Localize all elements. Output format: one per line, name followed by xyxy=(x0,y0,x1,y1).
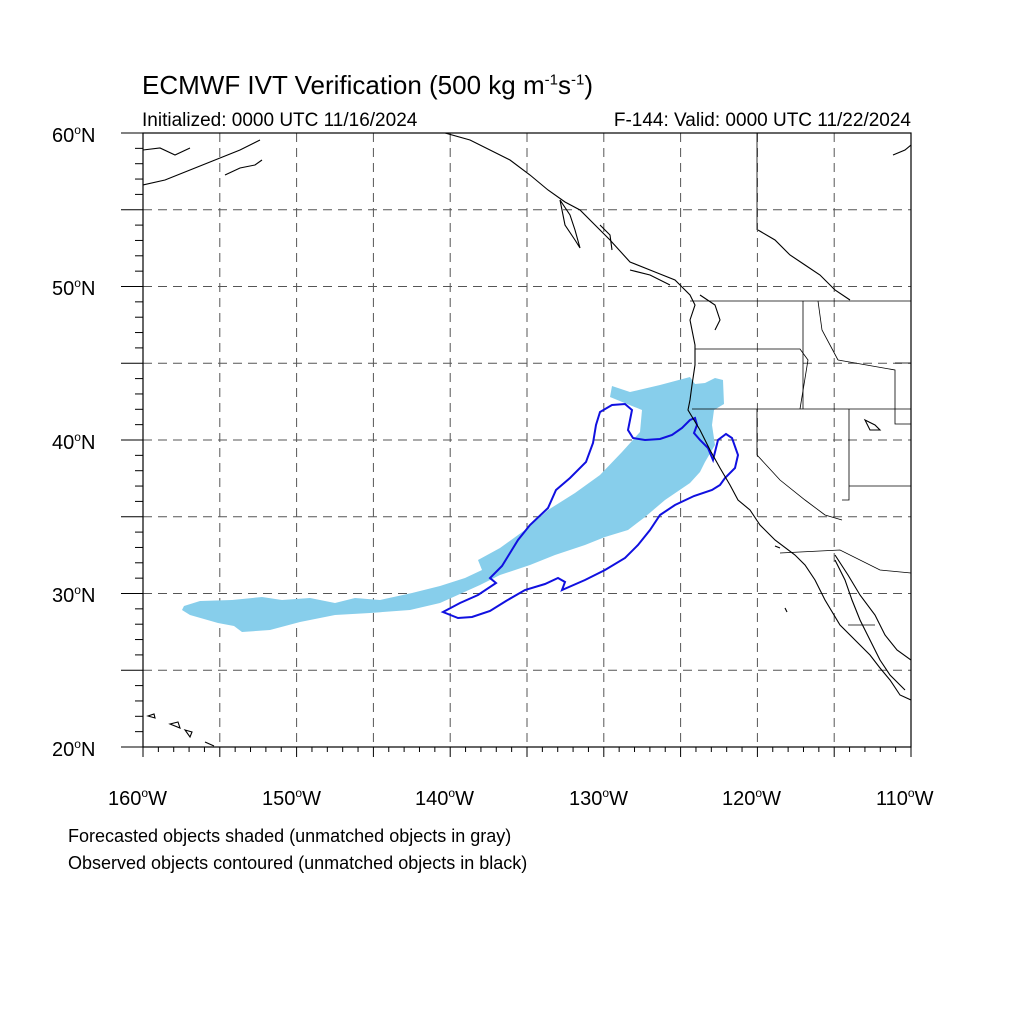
grid-lines xyxy=(143,133,911,747)
political-boundaries xyxy=(690,133,911,626)
lon-label-110: 110oW xyxy=(876,786,934,810)
lon-label-140: 140oW xyxy=(415,786,474,810)
initialized-time: Initialized: 0000 UTC 11/16/2024 xyxy=(142,110,418,131)
lon-label-160: 160oW xyxy=(108,786,167,810)
lon-label-150: 150oW xyxy=(262,786,321,810)
valid-time: F-144: Valid: 0000 UTC 11/22/2024 xyxy=(613,110,911,131)
coastlines xyxy=(143,133,911,747)
observed-object-contour xyxy=(440,402,740,620)
title-end: ) xyxy=(584,70,593,100)
lat-label-40: 40oN xyxy=(52,430,95,454)
lon-label-120: 120oW xyxy=(722,786,781,810)
forecast-object xyxy=(182,377,724,632)
lat-label-30: 30oN xyxy=(52,583,95,607)
title-exponent-2: -1 xyxy=(570,71,585,89)
legend-observed: Observed objects contoured (unmatched ob… xyxy=(68,853,528,873)
title-exponent-1: -1 xyxy=(544,71,558,89)
legend-forecast: Forecasted objects shaded (unmatched obj… xyxy=(68,826,512,846)
title-main: ECMWF IVT Verification (500 kg m xyxy=(142,70,545,100)
map-title: ECMWF IVT Verification (500 kg m-1s-1) xyxy=(142,70,593,101)
lon-label-130: 130oW xyxy=(569,786,628,810)
lat-label-60: 60oN xyxy=(52,123,95,147)
lat-label-50: 50oN xyxy=(52,276,95,300)
axis-ticks xyxy=(121,132,912,757)
longitude-labels: 160oW 150oW 140oW 130oW 120oW 110oW xyxy=(108,786,934,810)
latitude-labels: 60oN 50oN 40oN 30oN 20oN xyxy=(52,123,95,761)
lat-label-20: 20oN xyxy=(52,737,95,761)
title-mid: s xyxy=(557,70,571,100)
